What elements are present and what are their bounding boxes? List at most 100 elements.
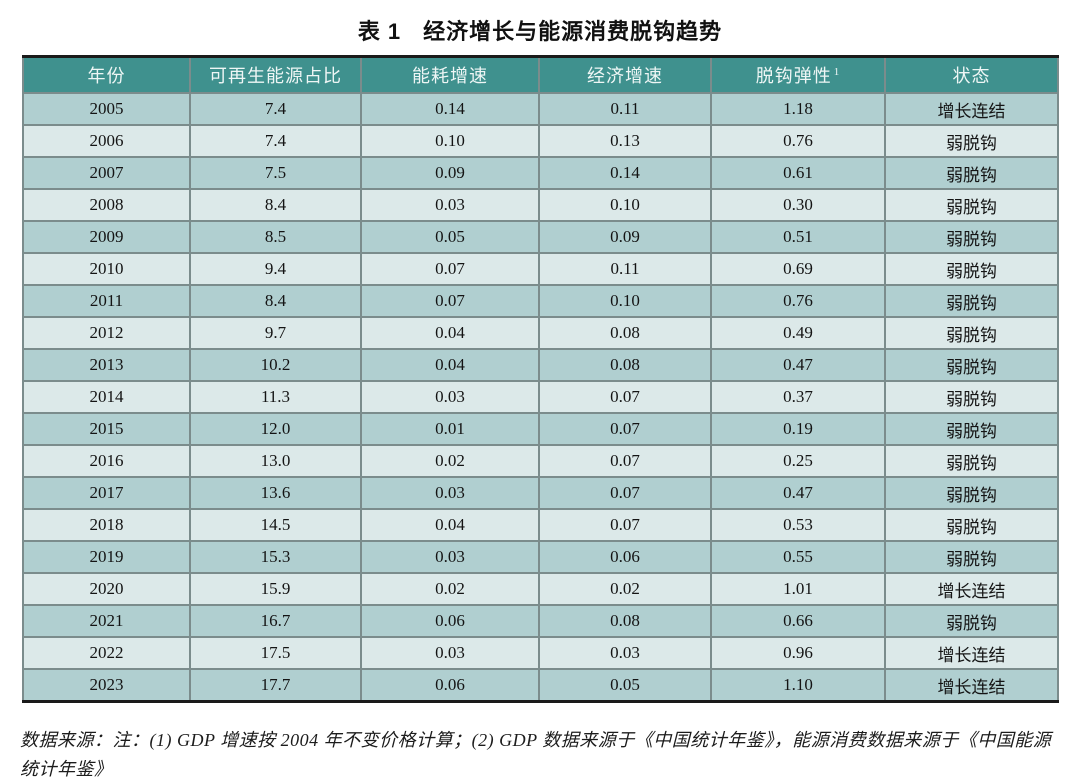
table-row: 2005 7.4 0.14 0.11 1.18 增长连结: [22, 92, 1059, 126]
cell-gdp-growth: 0.14: [538, 156, 712, 190]
table-header: 年份 可再生能源占比 能耗增速 经济增速 脱钩弹性 1 状态: [22, 55, 1059, 94]
cell-status: 增长连结: [884, 636, 1059, 670]
cell-status: 增长连结: [884, 668, 1059, 703]
cell-decoupling-elasticity: 0.25: [710, 444, 886, 478]
cell-decoupling-elasticity: 0.76: [710, 124, 886, 158]
cell-decoupling-elasticity: 0.47: [710, 348, 886, 382]
cell-decoupling-elasticity: 0.66: [710, 604, 886, 638]
cell-status: 弱脱钩: [884, 220, 1059, 254]
table-row: 2019 15.3 0.03 0.06 0.55 弱脱钩: [22, 540, 1059, 574]
cell-renewable-share: 14.5: [189, 508, 362, 542]
cell-year: 2018: [22, 508, 191, 542]
table-number-label: 表 1: [357, 19, 402, 44]
cell-year: 2012: [22, 316, 191, 350]
data-source-note: 数据来源：注：(1) GDP 增速按 2004 年不变价格计算；(2) GDP …: [20, 730, 1052, 779]
cell-year: 2013: [22, 348, 191, 382]
table-row: 2017 13.6 0.03 0.07 0.47 弱脱钩: [22, 476, 1059, 510]
cell-status: 弱脱钩: [884, 444, 1059, 478]
table-row: 2012 9.7 0.04 0.08 0.49 弱脱钩: [22, 316, 1059, 350]
cell-renewable-share: 8.4: [189, 284, 362, 318]
cell-gdp-growth: 0.05: [538, 668, 712, 703]
cell-status: 弱脱钩: [884, 156, 1059, 190]
header-energy-growth: 能耗增速: [360, 55, 540, 94]
cell-renewable-share: 12.0: [189, 412, 362, 446]
cell-gdp-growth: 0.11: [538, 252, 712, 286]
cell-status: 弱脱钩: [884, 252, 1059, 286]
cell-renewable-share: 7.4: [189, 92, 362, 126]
cell-renewable-share: 15.9: [189, 572, 362, 606]
cell-year: 2016: [22, 444, 191, 478]
cell-decoupling-elasticity: 0.61: [710, 156, 886, 190]
table-title-text: 经济增长与能源消费脱钩趋势: [423, 19, 723, 44]
cell-energy-growth: 0.04: [360, 316, 540, 350]
cell-energy-growth: 0.04: [360, 508, 540, 542]
table-row: 2011 8.4 0.07 0.10 0.76 弱脱钩: [22, 284, 1059, 318]
cell-renewable-share: 13.0: [189, 444, 362, 478]
footnote-superscript: 1: [833, 66, 841, 78]
cell-year: 2014: [22, 380, 191, 414]
table-row: 2014 11.3 0.03 0.07 0.37 弱脱钩: [22, 380, 1059, 414]
cell-decoupling-elasticity: 0.55: [710, 540, 886, 574]
cell-energy-growth: 0.06: [360, 604, 540, 638]
cell-gdp-growth: 0.03: [538, 636, 712, 670]
table-row: 2023 17.7 0.06 0.05 1.10 增长连结: [22, 668, 1059, 703]
cell-decoupling-elasticity: 1.18: [710, 92, 886, 126]
cell-gdp-growth: 0.07: [538, 508, 712, 542]
cell-energy-growth: 0.10: [360, 124, 540, 158]
cell-year: 2019: [22, 540, 191, 574]
header-row: 年份 可再生能源占比 能耗增速 经济增速 脱钩弹性 1 状态: [22, 55, 1059, 94]
table-row: 2020 15.9 0.02 0.02 1.01 增长连结: [22, 572, 1059, 606]
cell-status: 弱脱钩: [884, 380, 1059, 414]
header-status: 状态: [884, 55, 1059, 94]
cell-energy-growth: 0.05: [360, 220, 540, 254]
cell-gdp-growth: 0.07: [538, 444, 712, 478]
cell-energy-growth: 0.01: [360, 412, 540, 446]
cell-decoupling-elasticity: 0.49: [710, 316, 886, 350]
cell-decoupling-elasticity: 0.53: [710, 508, 886, 542]
cell-year: 2020: [22, 572, 191, 606]
cell-gdp-growth: 0.08: [538, 316, 712, 350]
cell-energy-growth: 0.03: [360, 476, 540, 510]
table-body: 2005 7.4 0.14 0.11 1.18 增长连结 2006 7.4 0.10 0.13 0.…: [22, 92, 1059, 703]
cell-year: 2011: [22, 284, 191, 318]
cell-status: 弱脱钩: [884, 124, 1059, 158]
cell-decoupling-elasticity: 0.51: [710, 220, 886, 254]
cell-year: 2006: [22, 124, 191, 158]
header-renewable-share: 可再生能源占比: [189, 55, 362, 94]
cell-gdp-growth: 0.06: [538, 540, 712, 574]
cell-renewable-share: 15.3: [189, 540, 362, 574]
cell-renewable-share: 17.5: [189, 636, 362, 670]
cell-year: 2008: [22, 188, 191, 222]
cell-decoupling-elasticity: 1.01: [710, 572, 886, 606]
cell-gdp-growth: 0.13: [538, 124, 712, 158]
cell-decoupling-elasticity: 0.19: [710, 412, 886, 446]
table-row: 2018 14.5 0.04 0.07 0.53 弱脱钩: [22, 508, 1059, 542]
cell-decoupling-elasticity: 0.37: [710, 380, 886, 414]
cell-year: 2010: [22, 252, 191, 286]
cell-year: 2009: [22, 220, 191, 254]
header-decoupling-elasticity: 脱钩弹性 1: [710, 55, 886, 94]
cell-decoupling-elasticity: 0.96: [710, 636, 886, 670]
table-row: 2006 7.4 0.10 0.13 0.76 弱脱钩: [22, 124, 1059, 158]
cell-decoupling-elasticity: 0.47: [710, 476, 886, 510]
cell-renewable-share: 8.4: [189, 188, 362, 222]
cell-energy-growth: 0.03: [360, 540, 540, 574]
header-gdp-growth: 经济增速: [538, 55, 712, 94]
header-decoupling-label: 脱钩弹性: [755, 66, 832, 86]
table-title: 表 1 经济增长与能源消费脱钩趋势: [0, 0, 1080, 46]
cell-status: 弱脱钩: [884, 188, 1059, 222]
cell-year: 2023: [22, 668, 191, 703]
cell-renewable-share: 10.2: [189, 348, 362, 382]
cell-energy-growth: 0.14: [360, 92, 540, 126]
cell-renewable-share: 16.7: [189, 604, 362, 638]
cell-gdp-growth: 0.11: [538, 92, 712, 126]
cell-renewable-share: 8.5: [189, 220, 362, 254]
cell-energy-growth: 0.06: [360, 668, 540, 703]
cell-year: 2015: [22, 412, 191, 446]
table-row: 2015 12.0 0.01 0.07 0.19 弱脱钩: [22, 412, 1059, 446]
cell-energy-growth: 0.03: [360, 380, 540, 414]
cell-status: 增长连结: [884, 92, 1059, 126]
cell-decoupling-elasticity: 1.10: [710, 668, 886, 703]
cell-gdp-growth: 0.07: [538, 380, 712, 414]
